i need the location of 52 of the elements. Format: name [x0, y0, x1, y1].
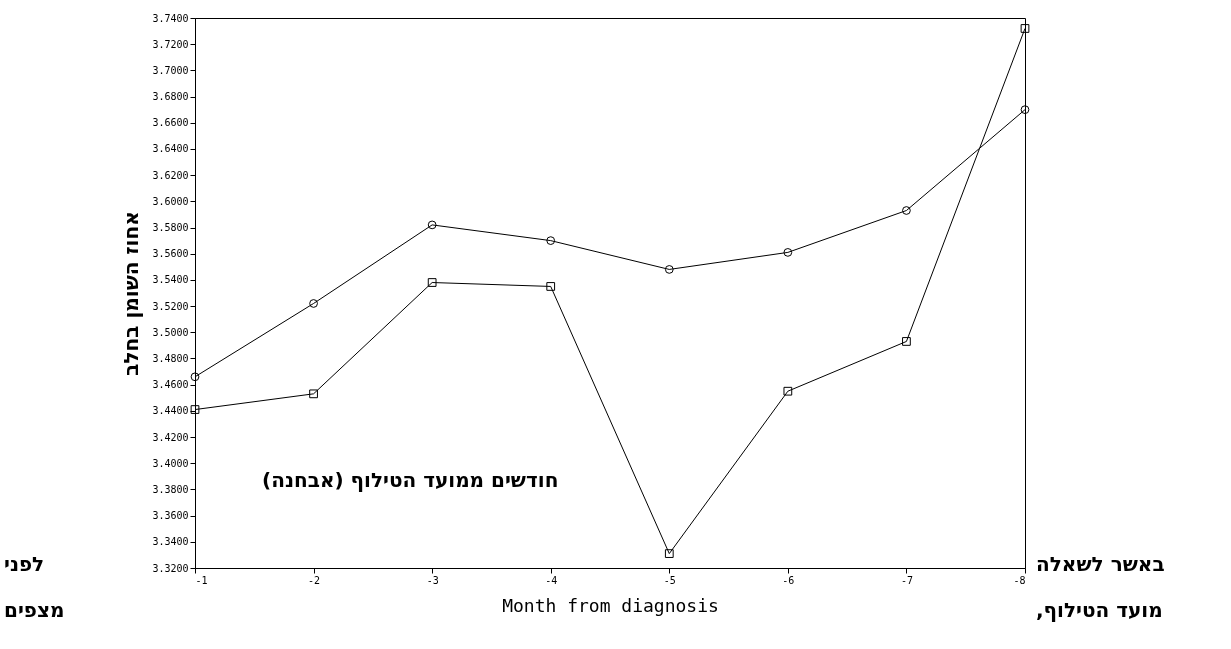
point — [309, 389, 318, 399]
x-axis-title: Month from diagnosis — [502, 594, 719, 616]
x-tick-label: -8 — [1013, 574, 1026, 586]
point — [309, 299, 318, 308]
point — [546, 282, 556, 291]
y-tick-label: 3.7400 — [152, 12, 189, 24]
y-tick-label: 3.4200 — [152, 431, 189, 443]
y-tick-label: 3.6400 — [152, 143, 189, 155]
text: לפני — [4, 552, 45, 576]
y-tick-label: 3.6000 — [152, 195, 189, 207]
point — [783, 386, 793, 396]
y-tick-label: 3.3600 — [152, 510, 189, 522]
y-tick-label: 3.4600 — [152, 379, 189, 391]
point — [427, 278, 437, 287]
y-tick-label: 3.6600 — [152, 117, 189, 129]
y-tick-label: 3.6200 — [152, 169, 189, 181]
point — [427, 220, 437, 230]
y-tick-label: 3.4400 — [152, 405, 189, 417]
y-tick-label: 3.5600 — [152, 248, 189, 260]
x-tick-label: -4 — [545, 574, 558, 586]
y-tick-label: 3.5400 — [152, 274, 189, 286]
point — [1020, 105, 1030, 115]
point — [664, 549, 674, 558]
y-tick-label: 3.7200 — [152, 38, 189, 50]
x-tick-label: -2 — [308, 574, 321, 586]
x-tick-label: -5 — [663, 574, 676, 586]
x-tick-label: -1 — [195, 574, 208, 586]
y-tick-label: 3.4800 — [152, 352, 189, 364]
y-tick-label: 3.5000 — [152, 326, 189, 338]
point — [664, 265, 674, 274]
y-tick-label: 3.7000 — [152, 64, 189, 76]
y-tick-label: 3.6800 — [152, 91, 189, 103]
y-tick-label: 3.3200 — [152, 562, 189, 574]
text: באשר לשאלה — [1036, 552, 1165, 576]
text: מצפים — [4, 598, 65, 622]
point — [1020, 24, 1030, 33]
point — [783, 248, 793, 257]
y-tick-label: 3.4000 — [152, 457, 189, 469]
y-tick-label: 3.5800 — [152, 222, 189, 234]
y-tick-label: 3.3800 — [152, 483, 189, 495]
y-axis-title: אחוז השומן בחלב — [119, 211, 144, 376]
annotation: חודשים ממועד הטילוף (אבחנה) — [262, 468, 559, 492]
point — [902, 206, 911, 215]
point — [190, 372, 200, 382]
y-tick-label: 3.3400 — [152, 536, 189, 548]
x-tick-label: -3 — [426, 574, 439, 586]
point — [546, 236, 556, 245]
x-tick-label: -6 — [782, 574, 795, 586]
point — [902, 337, 911, 346]
text: מועד הטילוף, — [1036, 598, 1163, 622]
y-tick-label: 3.5200 — [152, 300, 189, 312]
x-tick-label: -7 — [900, 574, 913, 586]
